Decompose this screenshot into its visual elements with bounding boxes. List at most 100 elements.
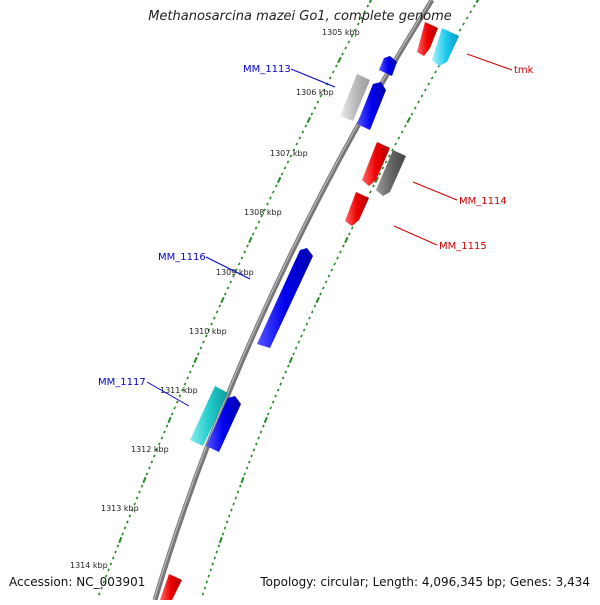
track-tick bbox=[109, 562, 113, 566]
track-tick bbox=[394, 142, 397, 146]
gene-label-mm-1115[interactable]: MM_1115 bbox=[439, 241, 487, 252]
track-tick bbox=[165, 424, 169, 428]
track-tick bbox=[176, 400, 179, 404]
track-tick bbox=[215, 310, 219, 314]
track-tick bbox=[215, 550, 218, 554]
track-tick bbox=[366, 4, 370, 8]
track-tick bbox=[322, 286, 325, 290]
gene-feature-tmk[interactable] bbox=[432, 28, 459, 66]
track-tick bbox=[344, 46, 348, 50]
accession-text: Accession: NC_003901 bbox=[9, 575, 146, 589]
gene-feature-red-bottom[interactable] bbox=[160, 574, 182, 600]
gene-label-mm-1113[interactable]: MM_1113 bbox=[243, 64, 291, 75]
track-tick bbox=[276, 176, 282, 184]
track-tick bbox=[243, 472, 246, 476]
track-tick bbox=[413, 106, 417, 110]
track-tick bbox=[239, 484, 242, 488]
gene-feature-mm-1114-red[interactable] bbox=[362, 142, 390, 186]
track-tick bbox=[462, 22, 465, 26]
track-tick bbox=[211, 562, 214, 566]
track-tick bbox=[254, 226, 258, 230]
track-tick bbox=[145, 472, 149, 476]
track-tick bbox=[126, 520, 129, 524]
track-tick bbox=[330, 268, 334, 272]
kbp-label: 1309 kbp bbox=[216, 268, 254, 277]
track-tick bbox=[384, 160, 388, 164]
track-tick bbox=[123, 526, 127, 530]
track-tick bbox=[310, 310, 314, 314]
track-tick bbox=[304, 124, 308, 128]
track-tick bbox=[246, 244, 249, 248]
kbp-label: 1310 kbp bbox=[189, 327, 227, 336]
gene-feature-mm-1114[interactable] bbox=[376, 150, 406, 196]
gene-feature-small-blue[interactable] bbox=[379, 56, 397, 76]
track-tick bbox=[308, 316, 311, 320]
kbp-label: 1306 kbp bbox=[296, 88, 334, 97]
track-tick bbox=[266, 202, 269, 206]
track-tick bbox=[356, 22, 360, 26]
track-tick bbox=[220, 296, 225, 304]
track-tick bbox=[257, 436, 260, 440]
track-tick bbox=[269, 196, 272, 200]
track-tick bbox=[155, 448, 159, 452]
track-tick bbox=[292, 148, 296, 152]
track-tick bbox=[118, 536, 123, 544]
gene-feature-red-top[interactable] bbox=[417, 22, 438, 56]
track-tick bbox=[306, 116, 312, 124]
gene-feature-teal[interactable] bbox=[190, 386, 228, 446]
track-tick bbox=[163, 430, 166, 434]
genome-backbone-highlight bbox=[153, 0, 432, 601]
track-tick bbox=[223, 526, 227, 530]
track-tick bbox=[347, 232, 351, 236]
track-tick bbox=[237, 262, 241, 266]
track-tick bbox=[236, 490, 240, 494]
gene-feature-mm-1116[interactable] bbox=[257, 248, 313, 348]
track-tick bbox=[434, 70, 437, 74]
gene-feature-mm-1113[interactable] bbox=[357, 82, 386, 130]
track-tick bbox=[294, 346, 298, 350]
track-tick bbox=[333, 262, 336, 266]
track-tick bbox=[148, 466, 151, 470]
track-tick bbox=[114, 550, 117, 554]
track-tick bbox=[287, 364, 290, 368]
track-tick bbox=[207, 574, 210, 578]
track-tick bbox=[327, 274, 331, 278]
track-tick bbox=[324, 280, 328, 284]
track-tick bbox=[458, 28, 462, 32]
gene-feature-gray[interactable] bbox=[340, 74, 370, 121]
gene-label-mm-1116[interactable]: MM_1116 bbox=[158, 252, 206, 263]
track-tick bbox=[387, 154, 391, 158]
track-tick bbox=[286, 160, 290, 164]
gene-label-mm-1114[interactable]: MM_1114 bbox=[459, 196, 507, 207]
track-tick bbox=[160, 436, 164, 440]
track-tick bbox=[223, 292, 227, 296]
track-tick bbox=[104, 574, 108, 578]
gene-label-tmk[interactable]: tmk bbox=[514, 65, 534, 76]
gene-feature-mm-1115[interactable] bbox=[345, 192, 369, 226]
track-tick bbox=[272, 190, 275, 194]
track-tick bbox=[240, 476, 245, 484]
track-tick bbox=[217, 544, 220, 548]
track-tick bbox=[250, 454, 253, 458]
track-tick bbox=[116, 544, 120, 548]
gene-feature-mm-1117[interactable] bbox=[206, 396, 241, 452]
gene-label-mm-1117[interactable]: MM_1117 bbox=[98, 377, 146, 388]
kbp-label: 1311 kbp bbox=[160, 386, 198, 395]
track-tick bbox=[420, 94, 424, 98]
map-title: Methanosarcina mazei Go1, complete genom… bbox=[148, 9, 452, 24]
track-tick bbox=[337, 56, 342, 64]
kbp-label: 1313 kbp bbox=[101, 504, 139, 513]
track-tick bbox=[210, 322, 213, 326]
track-tick bbox=[193, 356, 198, 364]
track-tick bbox=[205, 580, 208, 584]
track-tick bbox=[381, 166, 385, 170]
track-tick bbox=[473, 4, 476, 8]
track-tick bbox=[342, 244, 345, 248]
track-tick bbox=[153, 454, 156, 458]
track-tick bbox=[360, 16, 363, 20]
track-tick bbox=[243, 250, 246, 254]
track-tick bbox=[221, 532, 225, 536]
track-tick bbox=[297, 340, 301, 344]
